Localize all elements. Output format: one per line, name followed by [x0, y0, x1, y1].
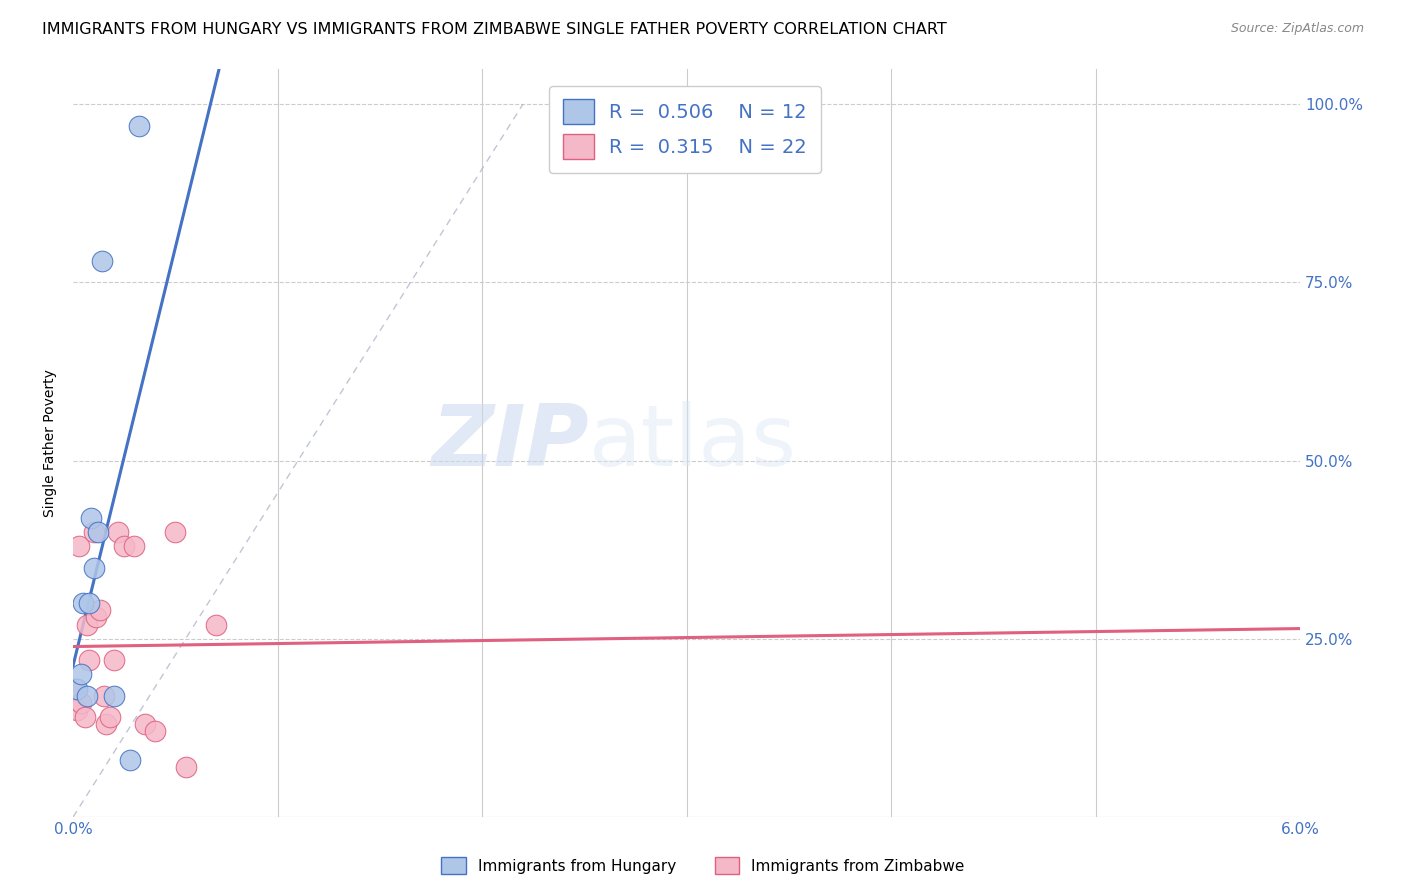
Point	[103, 689, 125, 703]
Point	[72, 596, 94, 610]
Point	[89, 603, 111, 617]
Point	[120, 753, 142, 767]
Point	[63, 681, 86, 696]
Point	[165, 524, 187, 539]
Point	[94, 717, 117, 731]
Point	[174, 760, 197, 774]
Point	[70, 696, 93, 710]
Point	[134, 717, 156, 731]
Point	[86, 524, 108, 539]
Point	[67, 539, 90, 553]
Text: Source: ZipAtlas.com: Source: ZipAtlas.com	[1230, 22, 1364, 36]
Point	[84, 610, 107, 624]
Point	[103, 653, 125, 667]
Point	[98, 710, 121, 724]
Point	[83, 524, 105, 539]
Point	[79, 653, 101, 667]
Legend: R =  0.506    N = 12, R =  0.315    N = 22: R = 0.506 N = 12, R = 0.315 N = 22	[550, 86, 821, 173]
Point	[124, 539, 146, 553]
Point	[83, 560, 105, 574]
Y-axis label: Single Father Poverty: Single Father Poverty	[44, 368, 58, 516]
Point	[80, 510, 103, 524]
Point	[79, 596, 101, 610]
Point	[66, 681, 89, 696]
Point	[66, 703, 89, 717]
Text: atlas: atlas	[588, 401, 796, 484]
Point	[93, 689, 115, 703]
Text: ZIP: ZIP	[430, 401, 588, 484]
Point	[143, 724, 166, 739]
Point	[90, 254, 112, 268]
Point	[112, 539, 135, 553]
Legend: Immigrants from Hungary, Immigrants from Zimbabwe: Immigrants from Hungary, Immigrants from…	[436, 851, 970, 880]
Point	[70, 667, 93, 681]
Point	[75, 710, 97, 724]
Point	[76, 617, 98, 632]
Point	[205, 617, 228, 632]
Point	[76, 689, 98, 703]
Point	[128, 119, 150, 133]
Point	[107, 524, 129, 539]
Text: IMMIGRANTS FROM HUNGARY VS IMMIGRANTS FROM ZIMBABWE SINGLE FATHER POVERTY CORREL: IMMIGRANTS FROM HUNGARY VS IMMIGRANTS FR…	[42, 22, 946, 37]
